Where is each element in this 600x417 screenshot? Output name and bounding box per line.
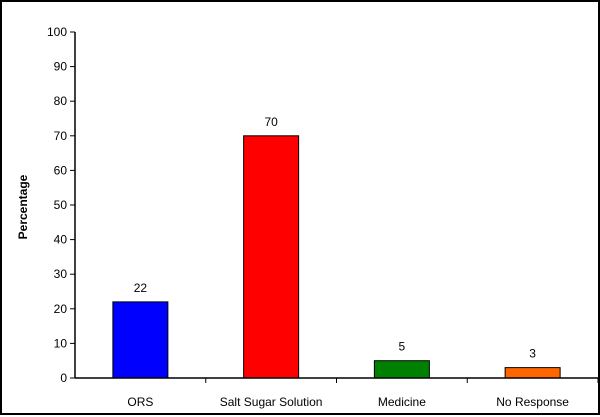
y-axis-label: Percentage (16, 174, 30, 239)
bars (112, 135, 561, 379)
y-tick-label: 30 (54, 267, 68, 281)
y-tick-label: 60 (54, 163, 68, 177)
x-tick-label: Salt Sugar Solution (220, 395, 323, 409)
x-axis-ticks: ORS Salt Sugar Solution Medicine No Respons… (127, 378, 599, 409)
y-tick-label: 100 (47, 25, 67, 39)
y-tick-label: 0 (60, 371, 67, 385)
y-tick-label: 40 (54, 233, 68, 247)
bar-value-label: 70 (264, 115, 278, 129)
bar-2 (373, 360, 430, 379)
bar-0 (112, 301, 169, 379)
bar-value-label: 5 (399, 340, 406, 354)
y-axis-ticks: 0 10 20 30 40 50 60 70 80 90 100 (47, 25, 75, 385)
bar-3 (504, 367, 561, 379)
x-tick-label: ORS (127, 395, 153, 409)
x-tick-label: Medicine (378, 395, 426, 409)
bar-value-label: 3 (529, 347, 536, 361)
bar-1 (243, 135, 300, 379)
x-tick-label: No Response (496, 395, 569, 409)
y-tick-label: 50 (54, 198, 68, 212)
bar-value-label: 22 (134, 281, 148, 295)
data-labels: 22 70 5 3 (134, 115, 537, 361)
y-tick-label: 80 (54, 94, 68, 108)
y-tick-label: 90 (54, 60, 68, 74)
y-tick-label: 10 (54, 336, 68, 350)
y-tick-label: 70 (54, 129, 68, 143)
y-tick-label: 20 (54, 302, 68, 316)
